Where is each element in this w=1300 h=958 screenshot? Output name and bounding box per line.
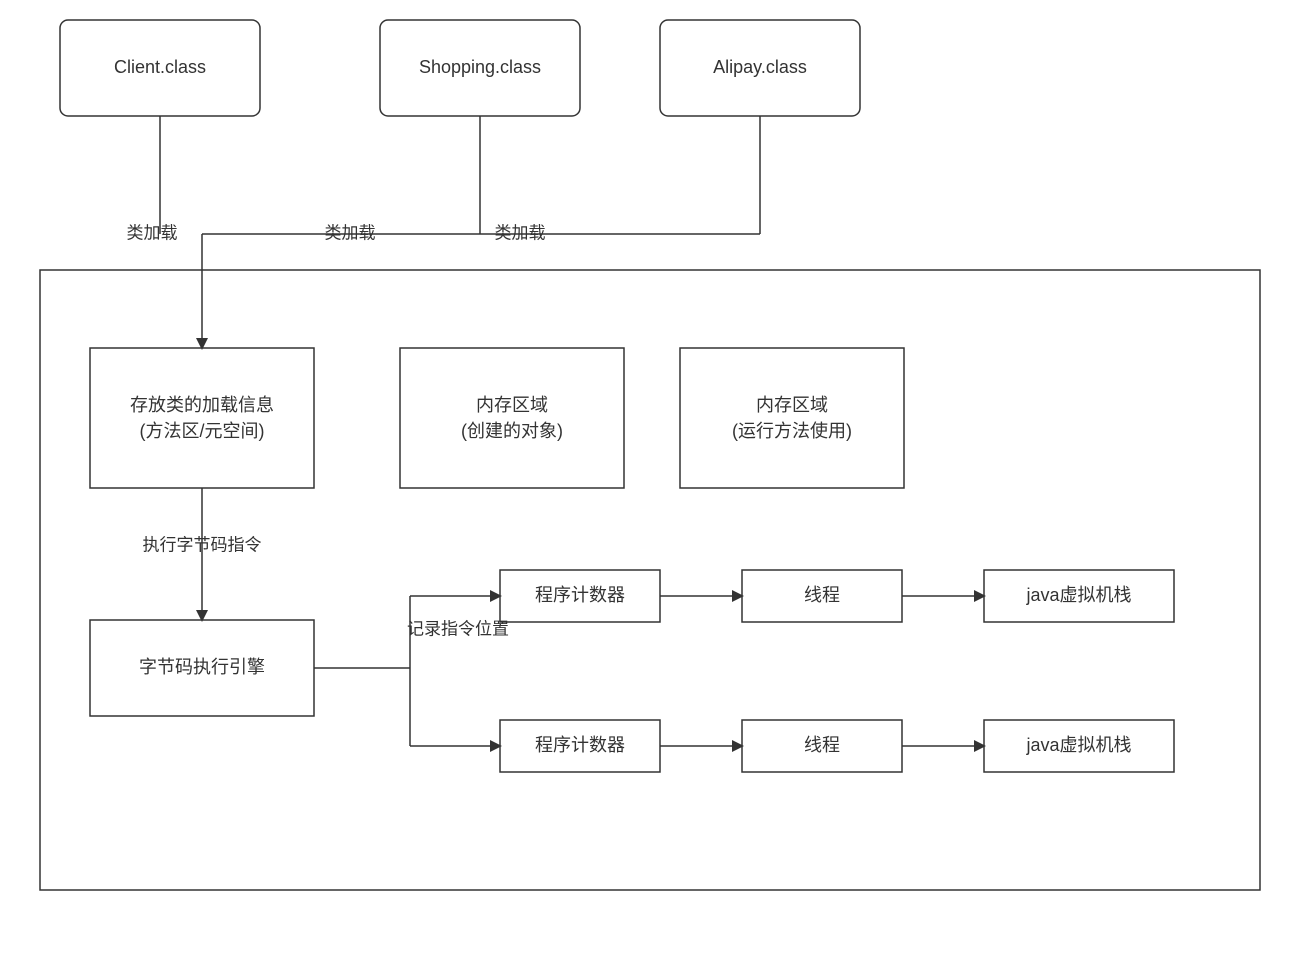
node-heap1-label1: 内存区域 bbox=[476, 395, 548, 415]
node-thread1-label1: 线程 bbox=[804, 585, 840, 605]
node-client-label1: Client.class bbox=[114, 57, 206, 77]
label-exec: 执行字节码指令 bbox=[143, 535, 262, 554]
node-methodarea-label1: 存放类的加载信息 bbox=[130, 395, 274, 415]
node-alipay-label1: Alipay.class bbox=[713, 57, 807, 77]
node-stack2-label1: java虚拟机栈 bbox=[1025, 735, 1131, 755]
node-heap2-label2: (运行方法使用) bbox=[732, 421, 852, 441]
label-record: 记录指令位置 bbox=[407, 619, 509, 638]
node-pc1-label1: 程序计数器 bbox=[535, 585, 625, 605]
node-heap2 bbox=[680, 348, 904, 488]
node-heap1 bbox=[400, 348, 624, 488]
node-stack1-label1: java虚拟机栈 bbox=[1025, 585, 1131, 605]
label-load2: 类加载 bbox=[325, 223, 376, 242]
node-pc2-label1: 程序计数器 bbox=[535, 735, 625, 755]
node-thread2-label1: 线程 bbox=[804, 735, 840, 755]
label-load1: 类加载 bbox=[127, 223, 178, 242]
node-methodarea bbox=[90, 348, 314, 488]
node-heap1-label2: (创建的对象) bbox=[461, 421, 563, 441]
node-shopping-label1: Shopping.class bbox=[419, 57, 541, 77]
node-methodarea-label2: (方法区/元空间) bbox=[140, 421, 265, 441]
label-load3: 类加载 bbox=[495, 223, 546, 242]
node-engine-label1: 字节码执行引擎 bbox=[139, 657, 265, 677]
jvm-flow-diagram: Client.class Shopping.class Alipay.class 存放… bbox=[0, 0, 1300, 958]
node-heap2-label1: 内存区域 bbox=[756, 395, 828, 415]
